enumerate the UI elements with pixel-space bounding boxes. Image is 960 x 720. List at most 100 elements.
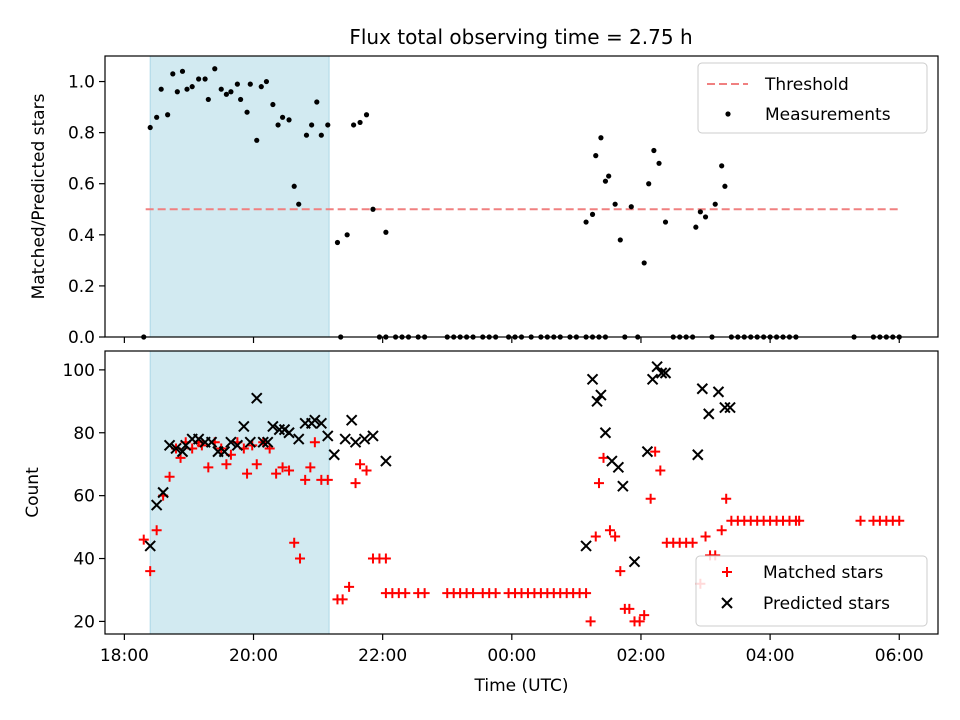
series-measurements <box>141 66 902 340</box>
matched-star-point <box>350 478 361 489</box>
measurement-point <box>370 206 376 212</box>
predicted-star-point <box>719 401 731 414</box>
measurement-point <box>212 66 218 72</box>
matched-star-point <box>145 566 156 577</box>
matched-star-point <box>337 594 348 605</box>
y-tick-label: 0.0 <box>68 328 95 348</box>
x-tick-label: 18:00 <box>100 646 149 666</box>
measurement-point <box>170 71 176 77</box>
predicted-star-point <box>358 433 371 445</box>
shaded-observing-span <box>149 350 330 635</box>
y-tick-label: 0.6 <box>68 175 95 195</box>
measurement-point <box>228 89 234 95</box>
matched-star-point <box>289 537 300 548</box>
predicted-star-point <box>586 373 599 386</box>
measurement-point <box>275 122 281 128</box>
legend-matched-label: Matched stars <box>763 563 883 583</box>
measurement-point <box>363 112 370 118</box>
predicted-star-point <box>231 439 244 452</box>
measurement-point <box>697 209 703 215</box>
measurement-point <box>147 124 153 131</box>
measurement-point <box>165 112 171 118</box>
measurement-point <box>693 224 699 230</box>
matched-star-point <box>300 474 311 485</box>
matched-star-point <box>284 465 295 476</box>
y-tick-label: 60 <box>73 487 95 507</box>
measurement-point <box>309 122 315 128</box>
predicted-star-point <box>655 367 668 379</box>
measurement-point <box>238 96 244 103</box>
predicted-star-point <box>257 436 269 448</box>
predicted-star-point <box>367 430 379 442</box>
predicted-star-point <box>703 408 715 420</box>
measurement-point <box>722 183 728 189</box>
measurement-point <box>205 96 211 103</box>
predicted-star-point <box>218 445 231 458</box>
measurement-point <box>589 211 596 217</box>
measurement-point <box>184 86 190 92</box>
measurement-point <box>712 201 718 207</box>
matched-star-point <box>355 459 366 470</box>
matched-star-point <box>361 465 372 476</box>
axes-frame <box>104 55 939 338</box>
matched-star-point <box>650 446 661 457</box>
measurement-point <box>325 122 331 128</box>
matched-star-point <box>322 474 333 485</box>
y-tick-label: 40 <box>73 550 95 570</box>
measurement-point <box>598 135 604 141</box>
bottom-panel: 20 40 60 80 100 18:00 20:00 22:00 00:00 02:00 04:0… <box>23 350 939 696</box>
measurement-point <box>223 91 229 97</box>
predicted-star-point <box>380 455 392 467</box>
y-tick-label: 1.0 <box>68 73 95 93</box>
predicted-star-point <box>157 486 169 499</box>
predicted-star-point <box>617 480 629 492</box>
measurement-point <box>602 178 609 184</box>
y-tick-label: 20 <box>73 612 95 632</box>
matched-star-point <box>794 515 805 526</box>
matched-star-point <box>271 468 282 479</box>
matched-star-point <box>419 588 430 599</box>
matched-star-point <box>645 493 656 504</box>
y-tick-label: 0.2 <box>68 277 95 297</box>
predicted-star-point <box>170 442 182 455</box>
matched-star-point <box>615 566 626 577</box>
predicted-star-point <box>293 433 305 445</box>
measurement-point <box>719 163 725 169</box>
x-tick-label: 00:00 <box>487 646 536 666</box>
matched-star-point <box>221 459 232 470</box>
x-tick-label: 04:00 <box>746 646 795 666</box>
y-tick-label: 80 <box>73 424 95 444</box>
measurement-point <box>583 219 589 225</box>
measurement-point <box>593 153 599 159</box>
x-tick-label: 06:00 <box>875 646 924 666</box>
predicted-star-point <box>238 420 250 433</box>
predicted-star-point <box>267 420 279 433</box>
measurement-point <box>254 137 260 143</box>
predicted-star-point <box>345 414 358 426</box>
predicted-star-point <box>659 367 672 379</box>
measurement-point <box>334 239 341 246</box>
legend-top: Threshold Measurements <box>697 62 928 134</box>
measurement-point <box>234 81 240 87</box>
measurement-point <box>344 232 350 238</box>
matched-star-point <box>490 588 501 599</box>
matched-star-point <box>400 588 411 599</box>
predicted-star-point <box>692 449 704 461</box>
measurement-point <box>296 201 302 207</box>
top-panel: 0.0 0.2 0.4 0.6 0.8 1.0 Matched/Predicted star… <box>29 55 939 348</box>
legend-box <box>697 62 928 134</box>
matched-star-point <box>700 531 711 542</box>
matched-star-point <box>894 515 905 526</box>
legend-bottom: Matched stars Predicted stars <box>695 555 928 627</box>
legend-measurements-swatch <box>725 111 731 117</box>
matched-star-point <box>138 534 149 545</box>
axes-frame <box>104 350 939 635</box>
measurement-point <box>270 101 276 108</box>
matched-star-point <box>151 525 162 536</box>
predicted-star-point <box>244 436 256 448</box>
series-predicted-stars <box>144 361 736 568</box>
measurement-point <box>656 160 662 166</box>
predicted-star-point <box>315 417 328 430</box>
measurement-point <box>617 237 623 243</box>
matched-star-point <box>164 471 175 482</box>
